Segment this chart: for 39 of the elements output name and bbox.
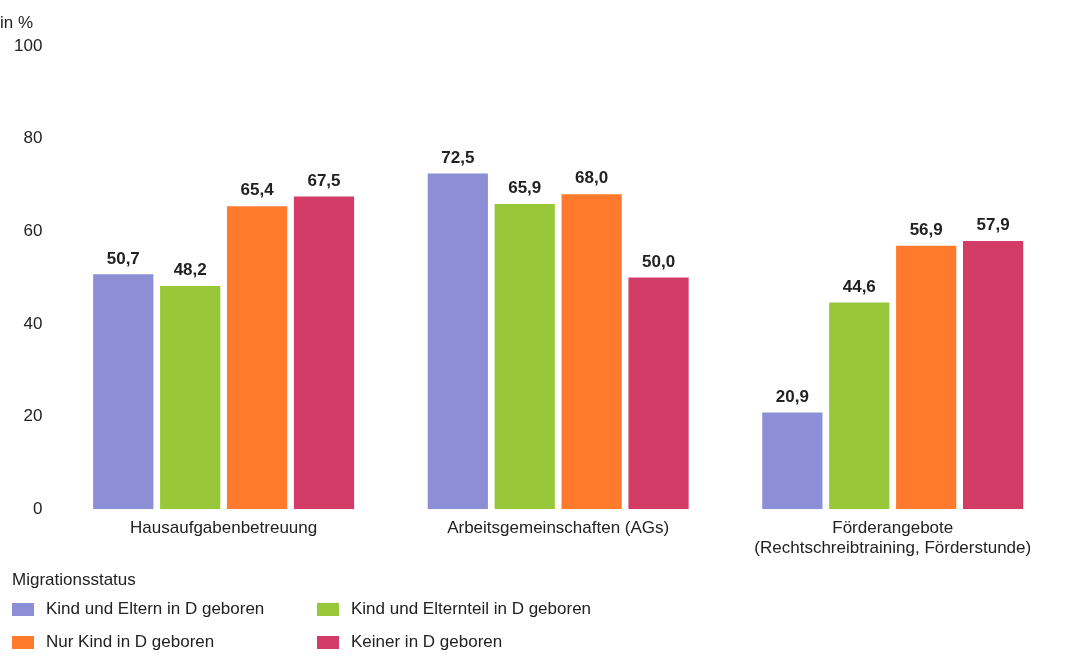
bar xyxy=(829,302,890,510)
y-tick-label: 0 xyxy=(32,498,43,518)
data-label: 67,5 xyxy=(307,170,341,190)
legend-label: Kind und Eltern in D geboren xyxy=(46,599,265,619)
bar xyxy=(427,173,488,510)
bar xyxy=(962,241,1024,510)
y-tick-label: 100 xyxy=(13,35,43,55)
bar xyxy=(561,194,622,510)
data-label: 50,7 xyxy=(106,248,140,268)
legend-label: Keiner in D geboren xyxy=(351,632,503,652)
legend-label: Nur Kind in D geboren xyxy=(46,632,215,652)
bar xyxy=(628,277,689,510)
x-tick-label: Förderangebote (Rechtschreibtraining, Förderstunde) xyxy=(754,518,1032,558)
data-label: 65,4 xyxy=(240,180,275,200)
data-label: 65,9 xyxy=(508,178,542,198)
legend-label: Kind und Elternteil in D geboren xyxy=(351,599,592,619)
data-label: 68,0 xyxy=(575,168,609,188)
y-tick-label: 80 xyxy=(23,128,43,148)
y-tick-label: 20 xyxy=(23,406,43,426)
data-label: 50,0 xyxy=(642,251,676,271)
legend-title: Migrationsstatus xyxy=(12,570,137,590)
bar xyxy=(494,203,555,510)
y-tick-label: 40 xyxy=(23,313,43,333)
bar xyxy=(226,206,288,510)
data-label: 57,9 xyxy=(976,215,1010,235)
bar xyxy=(160,285,221,510)
x-tick-label: Hausaufgabenbetreuung xyxy=(130,518,318,538)
data-label: 56,9 xyxy=(909,219,943,239)
x-tick-label: Arbeitsgemeinschaften (AGs) xyxy=(447,518,670,538)
y-axis-title: in % xyxy=(0,13,34,33)
data-label: 72,5 xyxy=(441,147,475,167)
bar xyxy=(93,274,154,510)
data-label: 48,2 xyxy=(173,260,207,280)
y-tick-label: 60 xyxy=(23,220,43,240)
data-label: 44,6 xyxy=(842,276,876,296)
bar xyxy=(896,245,957,510)
bar xyxy=(293,196,355,510)
bar xyxy=(762,412,823,510)
data-label: 20,9 xyxy=(775,386,809,406)
